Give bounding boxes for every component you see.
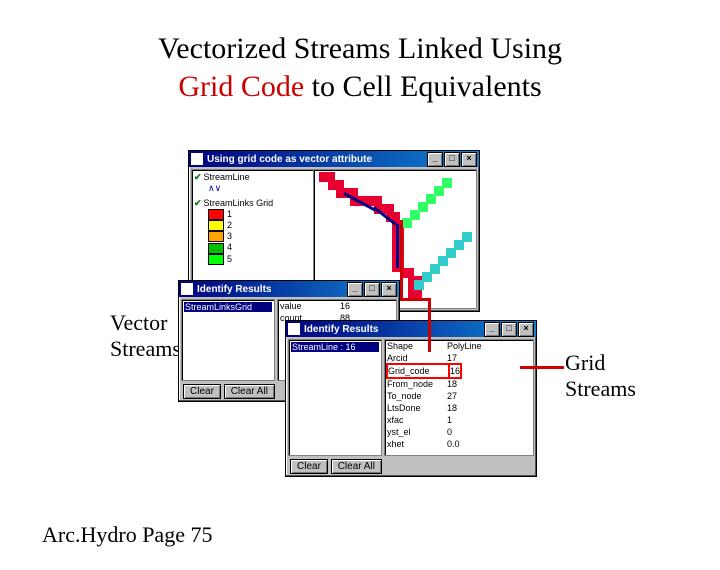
- legend-1: 1: [208, 209, 312, 220]
- legend-4: 4: [208, 242, 312, 253]
- grid-cell: [442, 178, 452, 188]
- title-line1: Vectorized Streams Linked Using: [158, 32, 562, 65]
- maximize-button[interactable]: □: [364, 282, 380, 297]
- identify2-layer[interactable]: StreamLine : 16: [291, 342, 379, 352]
- toc-layer-grid[interactable]: ✔StreamLinks Grid: [194, 198, 312, 209]
- result-row: xfac1: [385, 414, 533, 426]
- identify-window-vector: Identify Results _ □ × StreamLine : 16 S…: [285, 320, 537, 477]
- identify1-titlebar[interactable]: Identify Results _ □ ×: [179, 281, 399, 297]
- title-red: Grid Code: [178, 70, 304, 103]
- identify2-layer-tree[interactable]: StreamLine : 16: [288, 339, 382, 456]
- callout-line: [400, 220, 403, 300]
- identify2-title: Identify Results: [304, 324, 378, 335]
- callout-line: [428, 298, 431, 352]
- identify1-buttons: Clear Clear All: [183, 384, 275, 399]
- grid-cell: [462, 232, 472, 242]
- identify2-buttons: Clear Clear All: [290, 459, 382, 474]
- clear-all-button[interactable]: Clear All: [224, 384, 275, 399]
- identify2-titlebar[interactable]: Identify Results _ □ ×: [286, 321, 536, 337]
- identify-icon: [181, 283, 193, 295]
- callout-line: [520, 366, 564, 369]
- callout-line: [400, 298, 430, 301]
- result-row: LtsDone18: [385, 402, 533, 414]
- identify1-title: Identify Results: [197, 284, 271, 295]
- identify1-layer[interactable]: StreamLinksGrid: [184, 302, 272, 312]
- result-row: xhet0.0: [385, 438, 533, 450]
- identify2-results: ShapePolyLine Arcid17 Grid_code16 From_n…: [384, 339, 534, 456]
- vector-line: [396, 224, 399, 268]
- line-symbol: ∧∨: [208, 183, 312, 194]
- minimize-button[interactable]: _: [347, 282, 363, 297]
- check-icon: ✔: [194, 198, 202, 208]
- app-icon: [191, 153, 203, 165]
- identify1-layer-tree[interactable]: StreamLinksGrid: [181, 299, 275, 381]
- result-row-gridcode: Grid_code16: [385, 364, 533, 378]
- grid-streams-label: GridStreams: [565, 350, 636, 403]
- result-row: ShapePolyLine: [385, 340, 533, 352]
- minimize-button[interactable]: _: [484, 322, 500, 337]
- toc-layer-streamline[interactable]: ✔StreamLine: [194, 172, 312, 183]
- close-button[interactable]: ×: [518, 322, 534, 337]
- result-row: To_node27: [385, 390, 533, 402]
- clear-button[interactable]: Clear: [290, 459, 328, 474]
- close-button[interactable]: ×: [461, 152, 477, 167]
- legend-3: 3: [208, 231, 312, 242]
- vector-streams-label: VectorStreams: [110, 310, 181, 363]
- identify-icon: [288, 323, 300, 335]
- map-title: Using grid code as vector attribute: [207, 154, 372, 165]
- slide-title: Vectorized Streams Linked Using Grid Cod…: [0, 30, 720, 105]
- clear-button[interactable]: Clear: [183, 384, 221, 399]
- map-titlebar[interactable]: Using grid code as vector attribute _ □ …: [189, 151, 479, 167]
- check-icon: ✔: [194, 172, 202, 182]
- legend-2: 2: [208, 220, 312, 231]
- clear-all-button[interactable]: Clear All: [331, 459, 382, 474]
- title-rest: to Cell Equivalents: [304, 70, 541, 103]
- result-row: yst_el0: [385, 426, 533, 438]
- maximize-button[interactable]: □: [444, 152, 460, 167]
- maximize-button[interactable]: □: [501, 322, 517, 337]
- legend-5: 5: [208, 254, 312, 265]
- result-row: value16: [278, 300, 396, 312]
- result-row: From_node18: [385, 378, 533, 390]
- close-button[interactable]: ×: [381, 282, 397, 297]
- page-footer: Arc.Hydro Page 75: [42, 522, 212, 548]
- minimize-button[interactable]: _: [427, 152, 443, 167]
